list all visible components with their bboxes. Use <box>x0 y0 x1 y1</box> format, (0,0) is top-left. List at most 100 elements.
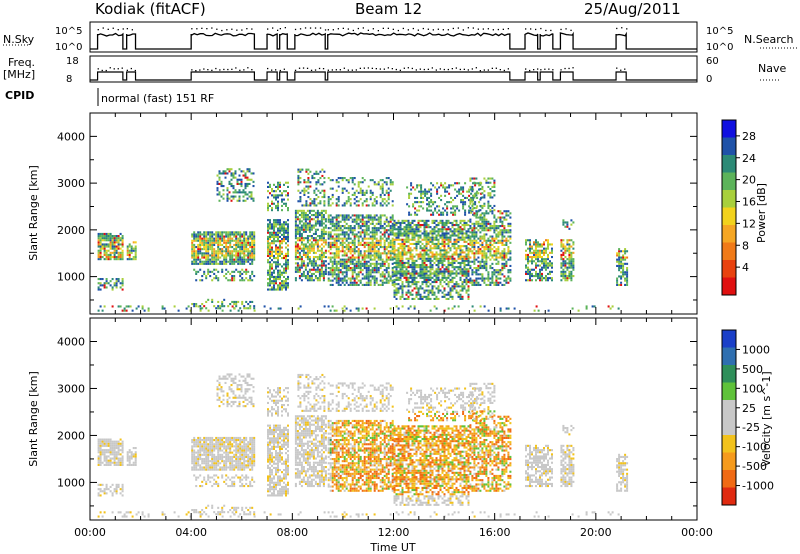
power-cell <box>339 220 342 223</box>
power-cell <box>461 255 464 258</box>
power-cell <box>471 188 474 191</box>
power-cell <box>250 178 253 181</box>
power-cell <box>483 229 486 232</box>
power-cell <box>369 283 372 286</box>
power-cell <box>391 200 394 203</box>
power-cell <box>345 281 348 284</box>
power-cell <box>337 227 340 230</box>
power-cell <box>391 243 394 246</box>
power-cell <box>319 200 322 203</box>
power-cell <box>501 264 504 267</box>
power-cell <box>240 185 243 188</box>
power-cell <box>312 249 315 252</box>
power-cell <box>314 264 317 267</box>
power-cell <box>105 258 108 261</box>
freq-left-tick-bottom: 8 <box>66 74 72 85</box>
power-cell <box>432 203 435 206</box>
power-cell <box>283 202 285 205</box>
power-cell <box>437 253 440 256</box>
power-cell <box>420 196 423 199</box>
power-cell <box>357 254 360 257</box>
power-cell <box>443 242 446 245</box>
power-cell <box>361 220 364 223</box>
power-cell <box>423 289 426 292</box>
nave-point <box>451 68 453 70</box>
power-cell <box>207 256 210 259</box>
power-cell <box>463 224 466 227</box>
power-cell <box>369 231 372 234</box>
power-cell <box>371 220 374 223</box>
power-cell <box>409 257 412 260</box>
power-cell <box>503 254 506 257</box>
power-cell <box>281 271 283 274</box>
power-cell <box>451 245 454 248</box>
power-cell <box>475 239 478 242</box>
power-cell <box>423 232 426 235</box>
power-cell <box>307 204 310 207</box>
power-cell <box>341 273 344 276</box>
power-cell <box>560 270 563 273</box>
power-cell <box>436 211 439 214</box>
power-cell <box>381 233 384 236</box>
power-cell <box>359 233 362 236</box>
power-cell <box>283 267 285 270</box>
power-cell <box>109 241 112 244</box>
power-cell <box>304 256 307 259</box>
power-cell <box>273 225 275 228</box>
power-cell <box>463 270 466 273</box>
power-cell <box>444 182 447 185</box>
nave-point <box>105 69 107 72</box>
power-cell <box>501 239 504 242</box>
power-cell <box>191 248 194 251</box>
power-cell <box>399 245 402 248</box>
power-cell <box>467 224 470 227</box>
power-cell <box>101 239 104 242</box>
power-cell <box>419 255 422 258</box>
power-cell <box>245 268 248 271</box>
power-cell <box>109 280 112 283</box>
power-cell <box>473 279 476 282</box>
power-cell <box>427 257 430 260</box>
power-cell <box>487 246 490 249</box>
power-cell <box>279 190 281 193</box>
power-cell <box>461 232 464 235</box>
nsearch-point <box>427 28 429 30</box>
power-cell <box>441 240 444 243</box>
power-cell <box>267 271 269 274</box>
power-cell <box>306 272 309 275</box>
power-cell <box>397 236 400 239</box>
power-cell <box>327 218 330 221</box>
power-cell <box>533 275 535 278</box>
power-cell <box>483 177 486 180</box>
power-cell <box>318 275 321 278</box>
power-cell <box>387 279 390 282</box>
power-cell <box>425 283 428 286</box>
power-cell <box>283 235 285 238</box>
power-cell <box>331 252 334 255</box>
power-cell <box>324 241 327 244</box>
power-cell <box>525 270 527 273</box>
power-cell <box>199 233 202 236</box>
power-cell <box>269 227 271 230</box>
power-cell <box>487 227 490 230</box>
power-cell <box>193 243 196 246</box>
power-cell <box>423 259 426 262</box>
power-cell <box>375 183 378 186</box>
power-cell <box>375 231 378 234</box>
power-cell <box>624 256 627 259</box>
power-cell <box>487 192 490 195</box>
power-cell <box>476 196 479 199</box>
power-cell <box>197 258 200 261</box>
power-cell <box>281 225 283 228</box>
power-cell <box>341 260 344 263</box>
power-cell <box>367 246 370 249</box>
power-cell <box>435 264 438 267</box>
power-cell <box>209 243 212 246</box>
power-cell <box>335 225 338 228</box>
power-cell <box>399 270 402 273</box>
power-cell <box>320 237 323 240</box>
power-cell <box>234 191 237 194</box>
power-cell <box>487 177 490 180</box>
power-cell <box>253 275 256 278</box>
power-cell <box>471 271 474 274</box>
